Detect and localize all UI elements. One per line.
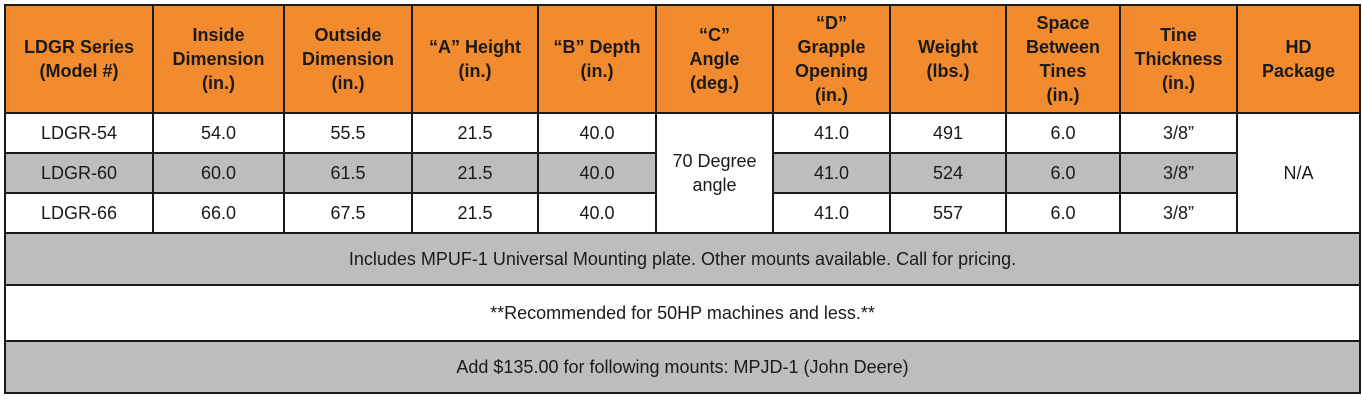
note-recommended-hp: **Recommended for 50HP machines and less… xyxy=(4,284,1361,342)
spec-table-wrapper: LDGR Series (Model #) Inside Dimension (in.… xyxy=(4,4,1361,394)
note-add-mounts: Add $135.00 for following mounts: MPJD-1… xyxy=(4,340,1361,394)
header-d-grapple-opening: “D” Grapple Opening (in.) xyxy=(772,4,891,114)
header-outside-dimension: Outside Dimension (in.) xyxy=(283,4,413,114)
cell-a-height: 21.5 xyxy=(411,192,539,234)
cell-spacing: 6.0 xyxy=(1005,192,1121,234)
cell-spacing: 6.0 xyxy=(1005,152,1121,194)
header-inside-dimension: Inside Dimension (in.) xyxy=(152,4,285,114)
cell-inside: 60.0 xyxy=(152,152,285,194)
cell-weight: 557 xyxy=(889,192,1007,234)
cell-a-height: 21.5 xyxy=(411,112,539,154)
cell-c-angle: 70 Degree angle xyxy=(655,112,774,234)
cell-tine: 3/8” xyxy=(1119,112,1238,154)
cell-weight: 524 xyxy=(889,152,1007,194)
cell-tine: 3/8” xyxy=(1119,192,1238,234)
cell-d-opening: 41.0 xyxy=(772,192,891,234)
header-row: LDGR Series (Model #) Inside Dimension (in.… xyxy=(4,4,1361,114)
cell-a-height: 21.5 xyxy=(411,152,539,194)
header-tine-thickness: Tine Thickness (in.) xyxy=(1119,4,1238,114)
cell-outside: 55.5 xyxy=(283,112,413,154)
note-row: Includes MPUF-1 Universal Mounting plate… xyxy=(4,232,1361,286)
cell-spacing: 6.0 xyxy=(1005,112,1121,154)
cell-weight: 491 xyxy=(889,112,1007,154)
cell-inside: 66.0 xyxy=(152,192,285,234)
cell-inside: 54.0 xyxy=(152,112,285,154)
cell-b-depth: 40.0 xyxy=(537,112,657,154)
cell-b-depth: 40.0 xyxy=(537,152,657,194)
note-mounting-plate: Includes MPUF-1 Universal Mounting plate… xyxy=(4,232,1361,286)
cell-model: LDGR-54 xyxy=(4,112,154,154)
cell-b-depth: 40.0 xyxy=(537,192,657,234)
header-a-height: “A” Height (in.) xyxy=(411,4,539,114)
cell-tine: 3/8” xyxy=(1119,152,1238,194)
cell-model: LDGR-66 xyxy=(4,192,154,234)
cell-d-opening: 41.0 xyxy=(772,112,891,154)
header-hd-package: HD Package xyxy=(1236,4,1361,114)
table-row: LDGR-66 66.0 67.5 21.5 40.0 41.0 557 6.0… xyxy=(4,192,1360,234)
cell-outside: 67.5 xyxy=(283,192,413,234)
cell-model: LDGR-60 xyxy=(4,152,154,194)
header-space-between-tines: Space Between Tines (in.) xyxy=(1005,4,1121,114)
header-b-depth: “B” Depth (in.) xyxy=(537,4,657,114)
note-row: Add $135.00 for following mounts: MPJD-1… xyxy=(4,340,1361,394)
note-row: **Recommended for 50HP machines and less… xyxy=(4,284,1361,342)
header-model: LDGR Series (Model #) xyxy=(4,4,154,114)
cell-d-opening: 41.0 xyxy=(772,152,891,194)
header-weight: Weight (lbs.) xyxy=(889,4,1007,114)
table-row: LDGR-54 54.0 55.5 21.5 40.0 70 Degree ang… xyxy=(4,112,1361,234)
table-row: LDGR-60 60.0 61.5 21.5 40.0 41.0 524 6.0… xyxy=(4,152,1360,194)
header-c-angle: “C” Angle (deg.) xyxy=(655,4,774,114)
ldgr-spec-table: LDGR Series (Model #) Inside Dimension (in.… xyxy=(4,4,1361,394)
cell-hd-package: N/A xyxy=(1236,112,1361,234)
cell-outside: 61.5 xyxy=(283,152,413,194)
